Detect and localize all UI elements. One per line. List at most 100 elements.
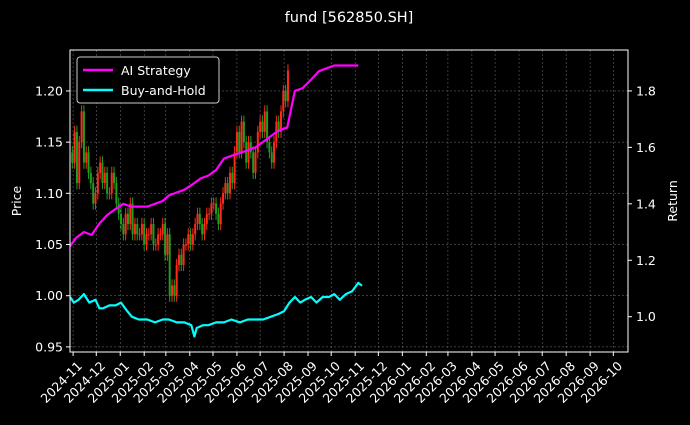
price-candle: [254, 152, 257, 173]
price-candle: [143, 224, 146, 245]
price-candle: [110, 172, 113, 194]
price-candle: [233, 152, 236, 184]
buy-and-hold-line: [69, 281, 363, 338]
left-tick-label: 0.95: [35, 339, 63, 354]
price-candle: [182, 244, 185, 265]
right-tick-label: 1.8: [636, 83, 656, 98]
legend-buy-and-hold-label: Buy-and-Hold: [121, 83, 206, 98]
price-candle: [184, 244, 187, 246]
price-candle: [92, 183, 95, 204]
price-candle: [210, 203, 213, 214]
price-candle: [136, 224, 139, 235]
price-candle: [212, 203, 215, 205]
price-candle: [140, 224, 143, 235]
price-candle: [177, 254, 180, 265]
price-candle: [215, 203, 218, 214]
price-candle: [191, 234, 194, 245]
price-candle: [286, 70, 289, 102]
right-tick-label: 1.2: [636, 253, 656, 268]
price-candle: [166, 234, 169, 255]
price-candle: [87, 152, 90, 173]
price-candle: [82, 111, 85, 163]
price-candle: [175, 264, 178, 296]
price-candle: [189, 234, 192, 245]
price-candle: [256, 131, 259, 153]
price-candle: [78, 142, 81, 184]
price-candle: [113, 172, 116, 184]
price-candle: [205, 213, 208, 225]
left-tick-label: 1.10: [35, 186, 63, 201]
legend: AI Strategy Buy-and-Hold: [76, 56, 220, 104]
price-candle: [277, 121, 280, 132]
price-candle: [245, 142, 248, 163]
price-candle: [242, 121, 245, 143]
price-candle: [147, 234, 150, 236]
price-candle: [85, 152, 88, 163]
chart-title: fund [562850.SH]: [285, 10, 414, 26]
price-candle: [145, 234, 148, 245]
left-axis-label: Price: [9, 185, 24, 216]
price-candle: [284, 90, 287, 102]
price-candle: [194, 224, 197, 235]
price-candle: [120, 213, 123, 225]
price-candle: [263, 111, 266, 132]
legend-ai-strategy-label: AI Strategy: [121, 63, 191, 78]
price-candle: [173, 285, 176, 296]
price-candle: [122, 224, 125, 235]
price-candle: [203, 224, 206, 235]
price-candle: [231, 172, 234, 184]
price-candle: [138, 234, 141, 236]
left-axis-ticks: 0.95 1.00 1.05 1.10 1.15 1.20: [35, 83, 70, 354]
price-candle: [222, 193, 225, 204]
price-candle: [196, 213, 199, 225]
price-candle: [161, 224, 164, 235]
price-candle: [133, 224, 136, 235]
price-candle: [266, 111, 269, 143]
price-candle: [126, 213, 129, 225]
price-candle: [228, 172, 231, 194]
price-candle: [129, 203, 132, 225]
price-candles: [71, 64, 289, 302]
price-candle: [201, 224, 204, 235]
price-candle: [180, 254, 183, 265]
left-tick-label: 1.20: [35, 83, 63, 98]
price-candle: [164, 224, 167, 255]
price-candle: [75, 131, 78, 184]
price-candle: [226, 183, 229, 194]
price-candle: [240, 121, 243, 153]
price-candle: [282, 90, 285, 112]
right-axis-ticks: 1.0 1.2 1.4 1.6 1.8: [628, 83, 656, 324]
price-candle: [171, 285, 174, 296]
price-candle: [106, 172, 109, 194]
price-candle: [247, 142, 250, 163]
price-candle: [154, 244, 157, 246]
price-candle: [124, 213, 127, 235]
price-candle: [152, 224, 155, 245]
price-candle: [261, 121, 264, 132]
series-lines: [69, 64, 363, 338]
price-candle: [238, 131, 241, 153]
price-candle: [252, 152, 255, 173]
price-candle: [80, 111, 83, 143]
price-candle: [273, 142, 276, 163]
price-candle: [208, 213, 211, 215]
right-tick-label: 1.6: [636, 140, 656, 155]
price-candle: [99, 162, 102, 173]
price-candle: [279, 111, 282, 132]
price-candle: [89, 172, 92, 184]
price-candle: [224, 183, 227, 194]
price-candle: [131, 203, 134, 235]
price-candle: [219, 203, 222, 225]
right-tick-label: 1.4: [636, 196, 656, 211]
left-tick-label: 1.05: [35, 237, 63, 252]
price-candle: [187, 234, 190, 245]
left-tick-label: 1.15: [35, 135, 63, 150]
plot-frame: [69, 49, 629, 353]
price-candle: [268, 142, 271, 153]
price-candle: [217, 213, 220, 225]
price-candle: [73, 131, 76, 163]
ai-strategy-line: [69, 64, 359, 247]
price-candle: [96, 172, 99, 194]
price-candle: [168, 234, 171, 296]
